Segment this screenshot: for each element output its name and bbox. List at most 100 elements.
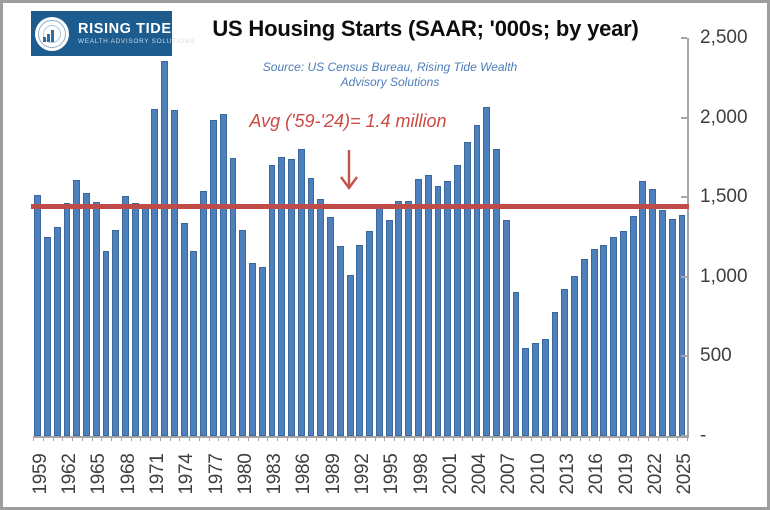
x-axis-label-1980: 1980 [234,453,256,495]
x-axis-tick [72,436,74,441]
y-axis-tick [681,275,687,278]
x-axis-tick [491,436,493,441]
x-axis-tick [150,436,152,441]
bar-1971 [151,109,159,436]
x-axis-label-1986: 1986 [293,453,315,495]
x-axis-label-1962: 1962 [59,453,81,495]
bar-1995 [385,220,393,436]
x-axis-tick [277,436,279,441]
x-axis-tick [472,436,474,441]
bar-1974 [180,223,188,436]
y-axis-tick [681,37,687,39]
x-axis-tick [521,436,523,441]
x-axis-tick [569,436,571,441]
down-arrow-icon [340,150,358,191]
bar-2024 [668,218,676,436]
bar-1988 [317,199,325,436]
bar-1968 [122,195,129,436]
x-axis-label-2001: 2001 [439,453,461,495]
x-axis-tick [364,436,366,441]
x-axis-tick [218,436,220,441]
bar-1979 [229,158,237,436]
bar-2017 [600,244,608,436]
x-axis-label-1977: 1977 [205,453,227,495]
x-axis-tick [452,436,454,441]
bar-1985 [288,158,295,436]
x-axis-tick [169,436,171,441]
bar-1959 [34,194,42,436]
x-axis-tick [159,436,161,441]
bar-1986 [297,148,305,436]
x-axis-tick [257,436,259,441]
x-axis-label-1995: 1995 [381,453,403,495]
bar-1964 [83,192,90,436]
bar-2005 [483,106,491,436]
bar-2003 [463,141,471,436]
x-axis-tick [403,436,405,441]
x-axis-tick [91,436,93,441]
bar-1999 [424,174,432,436]
x-axis-tick [540,436,542,441]
x-axis-tick [560,436,562,441]
logo-tagline: WEALTH ADVISORY SOLUTIONS [78,38,196,45]
x-axis-tick [501,436,503,441]
x-axis-tick [647,436,649,441]
bar-1973 [170,110,178,436]
bar-1993 [366,231,374,436]
x-axis-tick [208,436,210,441]
x-axis-tick [101,436,103,441]
x-axis-tick [335,436,337,441]
x-axis-tick [267,436,269,441]
chart-source-line2: Advisory Solutions [340,75,440,89]
x-axis-label-2022: 2022 [644,453,666,495]
y-axis-label-2,500: 2,500 [700,27,748,48]
bar-1987 [307,178,315,436]
plot-area: 1959 1962 1965 1968 1971 1974 1977 1980 1983 1986… [30,37,695,495]
bar-2009 [522,347,530,436]
x-axis-label-1968: 1968 [117,453,139,495]
bar-1970 [141,207,149,436]
bar-2023 [659,209,666,436]
x-axis-tick [52,436,54,441]
bar-1996 [395,200,403,436]
bar-2010 [532,342,539,436]
x-axis-tick [530,436,532,441]
x-axis-tick [628,436,630,441]
bar-2012 [551,311,559,436]
bar-2004 [473,124,481,436]
bar-1962 [63,203,71,436]
x-axis-tick [42,436,44,441]
x-axis-tick [618,436,620,441]
bar-1984 [278,157,286,436]
logo-wave-icon [35,16,69,51]
x-axis-tick [442,436,444,441]
bar-1992 [356,245,364,436]
bar-1980 [239,230,247,436]
x-axis-tick [589,436,591,441]
x-axis-tick [433,436,435,441]
y-axis-label--: - [700,425,707,446]
bar-2022 [649,188,657,436]
x-axis-tick [198,436,200,441]
x-axis-label-2019: 2019 [615,453,637,495]
x-axis-tick [111,436,113,441]
bar-2013 [561,288,569,436]
x-axis-tick [482,436,483,441]
x-axis-tick [608,436,610,441]
x-axis-tick [81,436,83,441]
x-axis-label-1974: 1974 [176,453,198,495]
bar-1977 [210,119,217,436]
x-axis-label-2007: 2007 [498,453,520,495]
y-axis-label-500: 500 [700,345,732,367]
x-axis-tick [374,436,376,441]
bar-1963 [73,179,81,436]
bar-1997 [405,201,413,436]
x-axis-label-2025: 2025 [674,453,696,495]
x-axis-tick [677,436,679,441]
x-axis-tick [413,436,415,441]
bar-1981 [249,263,256,436]
x-axis-label-1989: 1989 [322,453,344,495]
bar-1989 [327,216,334,436]
bar-2015 [580,259,588,436]
